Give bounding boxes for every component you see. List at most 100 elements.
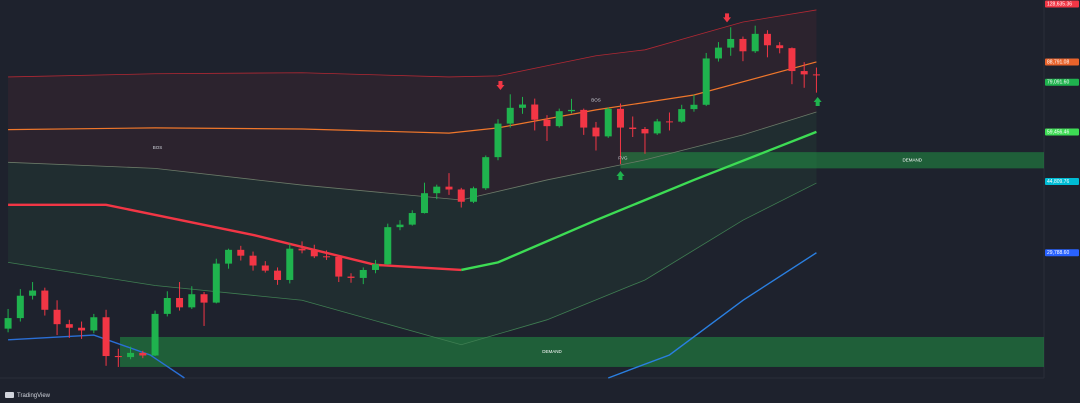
candle-body bbox=[482, 157, 490, 189]
candle-body bbox=[739, 38, 747, 52]
price-tag bbox=[1045, 58, 1079, 66]
annotation: FVG bbox=[618, 155, 628, 160]
price-tag-label: 59,456.46 bbox=[1047, 129, 1069, 135]
price-tag bbox=[1045, 0, 1079, 8]
candle-body bbox=[763, 33, 771, 46]
price-tag-label: 44,809.76 bbox=[1047, 179, 1069, 185]
band-line bbox=[8, 111, 817, 201]
band-line bbox=[8, 9, 817, 78]
candle-body bbox=[543, 119, 551, 127]
candle-body bbox=[702, 58, 710, 105]
band-line bbox=[607, 252, 817, 379]
candle-body bbox=[347, 276, 355, 278]
candle-body bbox=[592, 127, 600, 137]
watermark: TradingView bbox=[17, 393, 51, 399]
candle-body bbox=[531, 104, 539, 120]
price-tag-label: 79,091.60 bbox=[1047, 80, 1069, 86]
candle-body bbox=[176, 297, 184, 308]
candle-body bbox=[274, 270, 282, 280]
candle-body bbox=[433, 186, 441, 194]
band-line bbox=[461, 130, 817, 272]
candle-body bbox=[727, 38, 735, 48]
candle-body bbox=[139, 352, 147, 356]
candle-body bbox=[580, 109, 588, 128]
zone-label: DEMAND bbox=[542, 349, 562, 354]
candle-body bbox=[163, 297, 171, 314]
candle-body bbox=[408, 213, 416, 225]
candle-body bbox=[90, 317, 98, 331]
price-tag bbox=[1045, 128, 1079, 136]
candle-body bbox=[641, 129, 649, 134]
candle-body bbox=[4, 318, 12, 329]
candle-body bbox=[78, 327, 86, 331]
candle-body bbox=[567, 109, 575, 112]
candle-body bbox=[604, 108, 612, 137]
candle-body bbox=[384, 227, 392, 265]
candle-body bbox=[421, 193, 429, 214]
signal-arrow bbox=[813, 97, 822, 107]
candle-body bbox=[678, 109, 686, 122]
demand-zone bbox=[620, 152, 1044, 169]
band-fill bbox=[8, 9, 817, 201]
candle-body bbox=[200, 294, 208, 303]
candle-body bbox=[286, 248, 294, 280]
candle-body bbox=[665, 121, 673, 123]
candle-body bbox=[372, 264, 380, 270]
zones-layer: DEMAND DEMAND bbox=[120, 152, 1045, 367]
price-tag bbox=[1045, 78, 1079, 86]
fills-layer bbox=[8, 9, 817, 345]
candle-body bbox=[102, 317, 110, 357]
candle-body bbox=[212, 263, 220, 303]
price-tag-label: 128,635.36 bbox=[1047, 1, 1072, 7]
candle-body bbox=[310, 250, 318, 257]
candle-body bbox=[237, 249, 245, 256]
candle-body bbox=[800, 71, 808, 75]
annotation: BOS bbox=[153, 145, 163, 150]
price-tag bbox=[1045, 177, 1079, 185]
band-line bbox=[8, 334, 185, 379]
candle-body bbox=[445, 186, 453, 190]
candle-body bbox=[16, 295, 24, 319]
price-tag-label: 29,788.60 bbox=[1047, 250, 1069, 256]
candle-body bbox=[151, 313, 159, 356]
candle-body bbox=[323, 256, 331, 258]
candle-body bbox=[29, 290, 37, 296]
candle-body bbox=[359, 269, 367, 278]
candle-body bbox=[629, 127, 637, 130]
candle-body bbox=[335, 256, 343, 277]
candle-body bbox=[188, 294, 196, 308]
demand-zone bbox=[120, 336, 1045, 367]
candle-body bbox=[261, 265, 269, 271]
band-line bbox=[8, 203, 462, 272]
candle-body bbox=[788, 48, 796, 72]
signal-arrow bbox=[723, 13, 732, 23]
candle-body bbox=[225, 249, 233, 264]
candle-body bbox=[249, 255, 257, 266]
candle-body bbox=[506, 107, 514, 124]
candle-body bbox=[494, 123, 502, 158]
overlay-layer: BOS BOS FVG bbox=[153, 13, 822, 180]
band-line bbox=[8, 61, 817, 134]
candle-body bbox=[653, 121, 661, 134]
candle-body bbox=[555, 111, 563, 127]
zone-label: DEMAND bbox=[902, 157, 922, 162]
candle-body bbox=[812, 74, 820, 76]
candle-body bbox=[751, 33, 759, 52]
logo: TradingView bbox=[5, 392, 51, 399]
signal-arrow bbox=[616, 170, 625, 180]
candle-body bbox=[690, 104, 698, 110]
candle-body bbox=[776, 45, 784, 49]
price-tag-label: 88,791.08 bbox=[1047, 59, 1069, 65]
candle-body bbox=[65, 324, 73, 328]
candle-body bbox=[396, 224, 404, 228]
candle-body bbox=[298, 248, 306, 251]
signal-arrow bbox=[496, 80, 505, 90]
annotation: BOS bbox=[591, 97, 601, 102]
candles-layer bbox=[4, 25, 820, 367]
price-tag bbox=[1045, 249, 1079, 257]
candle-body bbox=[457, 189, 465, 202]
candle-body bbox=[616, 108, 624, 128]
candle-body bbox=[41, 290, 49, 310]
